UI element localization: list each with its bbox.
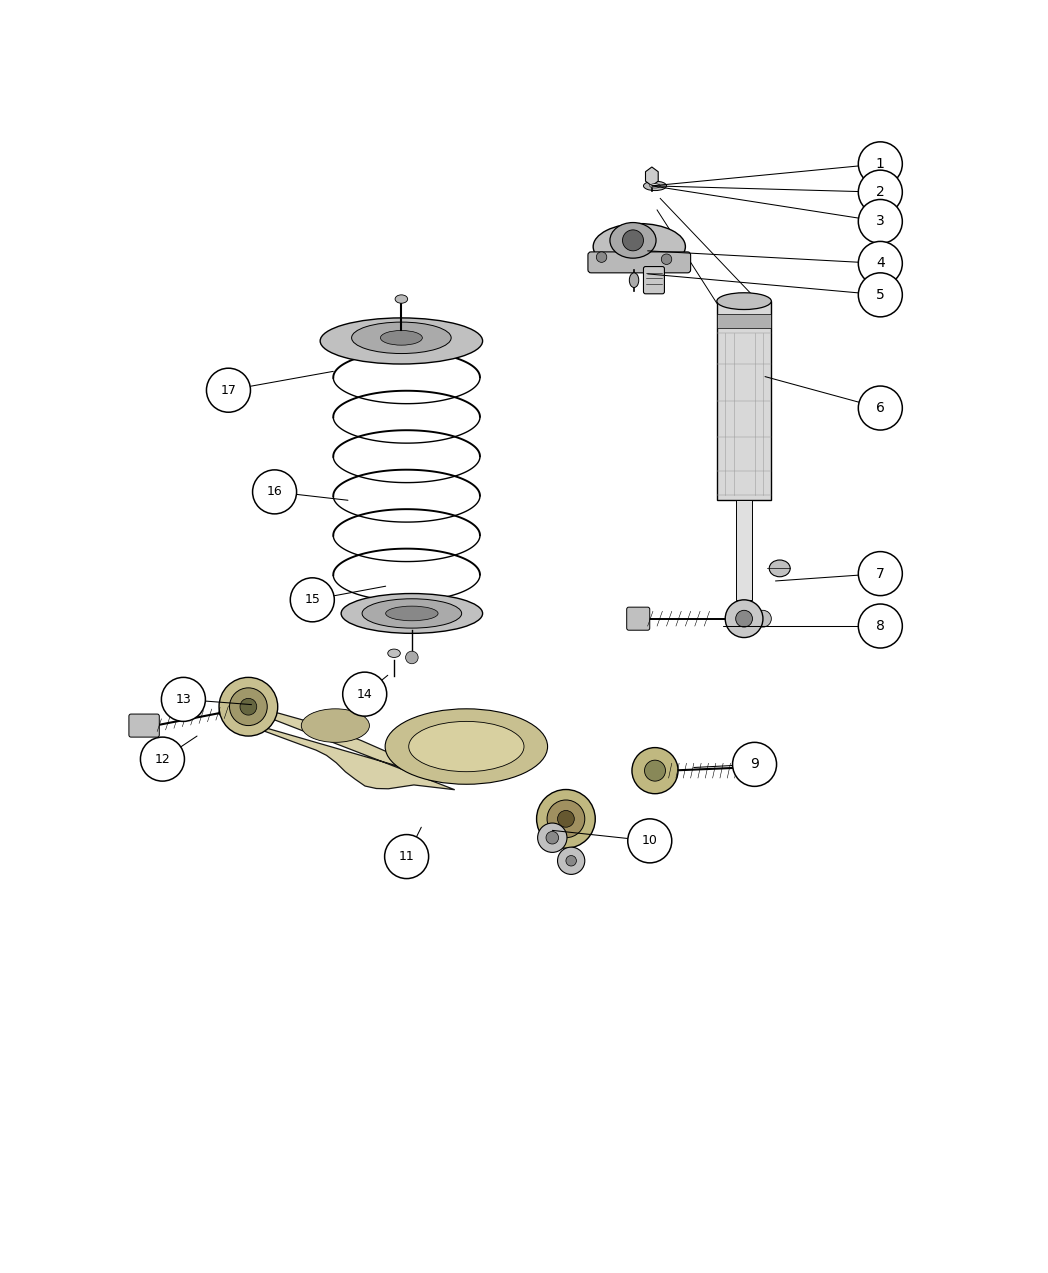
Circle shape <box>547 799 585 838</box>
Ellipse shape <box>386 709 547 784</box>
Text: 7: 7 <box>876 566 885 580</box>
Circle shape <box>230 687 267 726</box>
Ellipse shape <box>386 606 438 621</box>
Circle shape <box>628 819 672 863</box>
Circle shape <box>858 603 902 648</box>
Text: 8: 8 <box>876 619 885 633</box>
Polygon shape <box>646 167 658 186</box>
Ellipse shape <box>321 318 482 364</box>
Ellipse shape <box>395 295 408 303</box>
Circle shape <box>558 811 574 827</box>
Polygon shape <box>219 700 457 789</box>
Text: 2: 2 <box>876 185 885 199</box>
Circle shape <box>858 272 902 317</box>
Ellipse shape <box>643 181 667 191</box>
FancyBboxPatch shape <box>742 759 769 782</box>
Text: 3: 3 <box>876 214 885 228</box>
Ellipse shape <box>363 598 461 628</box>
Ellipse shape <box>388 649 400 657</box>
Circle shape <box>546 831 559 844</box>
Circle shape <box>858 200 902 243</box>
FancyBboxPatch shape <box>627 607 650 630</box>
Ellipse shape <box>769 560 790 577</box>
Circle shape <box>623 230 643 251</box>
Text: 9: 9 <box>750 757 759 771</box>
FancyBboxPatch shape <box>588 252 691 272</box>
Circle shape <box>858 242 902 285</box>
Circle shape <box>343 672 387 717</box>
Circle shape <box>538 824 567 853</box>
Text: 5: 5 <box>876 288 885 302</box>
Circle shape <box>725 600 763 638</box>
Ellipse shape <box>352 322 451 354</box>
Ellipse shape <box>755 610 771 628</box>
Text: 12: 12 <box>154 752 171 765</box>
Circle shape <box>858 171 902 214</box>
Circle shape <box>645 760 665 782</box>
Circle shape <box>537 789 595 848</box>
Text: 14: 14 <box>356 687 373 700</box>
Circle shape <box>140 737 184 782</box>
Ellipse shape <box>629 272 638 288</box>
Circle shape <box>406 652 418 663</box>
Ellipse shape <box>342 593 482 634</box>
Circle shape <box>858 141 902 186</box>
Ellipse shape <box>593 224 685 270</box>
Ellipse shape <box>717 293 771 309</box>
Bar <box>717 313 771 328</box>
FancyBboxPatch shape <box>129 714 159 737</box>
Circle shape <box>558 847 585 875</box>
Ellipse shape <box>302 709 369 742</box>
Circle shape <box>858 386 902 430</box>
Circle shape <box>733 742 777 787</box>
Text: 15: 15 <box>304 593 321 606</box>
Circle shape <box>161 677 205 722</box>
Text: 1: 1 <box>876 157 885 171</box>
Circle shape <box>206 368 250 412</box>
Circle shape <box>385 835 429 878</box>
Text: 10: 10 <box>641 834 658 848</box>
Text: 13: 13 <box>175 693 192 707</box>
Bar <box>736 500 752 600</box>
Circle shape <box>632 747 678 793</box>
Bar <box>717 302 771 500</box>
Circle shape <box>736 610 752 628</box>
Circle shape <box>858 551 902 596</box>
Text: 6: 6 <box>876 401 885 415</box>
Circle shape <box>566 855 576 866</box>
Circle shape <box>219 677 278 736</box>
Circle shape <box>253 470 297 514</box>
Circle shape <box>240 699 257 715</box>
Text: 16: 16 <box>266 485 283 498</box>
Text: 11: 11 <box>398 850 415 863</box>
Text: 4: 4 <box>876 256 885 270</box>
Text: 17: 17 <box>220 383 237 397</box>
Circle shape <box>290 578 334 621</box>
Ellipse shape <box>610 223 656 258</box>
Ellipse shape <box>380 331 422 345</box>
Circle shape <box>596 252 607 262</box>
Circle shape <box>661 255 672 265</box>
FancyBboxPatch shape <box>643 266 664 294</box>
Ellipse shape <box>650 183 660 188</box>
Ellipse shape <box>409 722 524 771</box>
